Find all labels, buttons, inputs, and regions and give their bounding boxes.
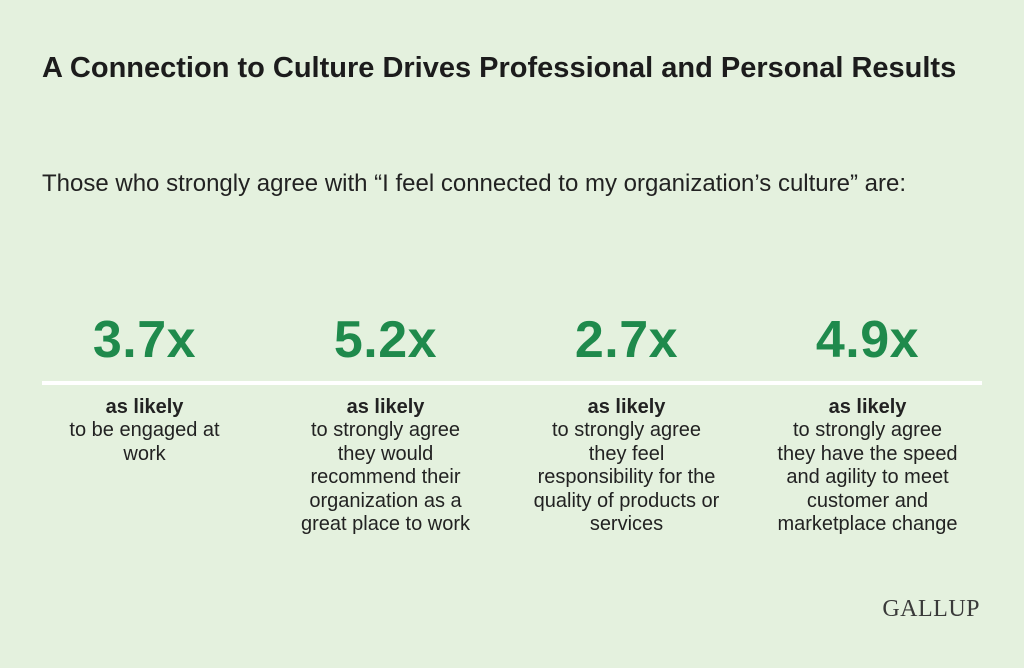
page-title: A Connection to Culture Drives Professio… bbox=[42, 52, 957, 84]
stat-description: to strongly agree they have the speed an… bbox=[777, 419, 958, 535]
stats-row: 3.7x as likely to be engaged at work 5.2… bbox=[24, 300, 988, 537]
stat-description: to be engaged at work bbox=[69, 419, 220, 465]
stat-value: 5.2x bbox=[333, 311, 438, 369]
stat-value: 2.7x bbox=[574, 311, 679, 369]
stat-responsibility: 2.7x as likely to strongly agree they fe… bbox=[506, 300, 747, 537]
stat-description: to strongly agree they would recommend t… bbox=[301, 419, 470, 535]
stat-label: as likely bbox=[828, 396, 907, 418]
divider bbox=[42, 381, 982, 385]
stat-value: 3.7x bbox=[92, 311, 197, 369]
stat-description: to strongly agree they feel responsibili… bbox=[533, 419, 720, 535]
stat-label: as likely bbox=[105, 396, 184, 418]
stat-engaged: 3.7x as likely to be engaged at work bbox=[24, 300, 265, 537]
stat-value: 4.9x bbox=[815, 311, 920, 369]
stat-label: as likely bbox=[346, 396, 425, 418]
stat-agility: 4.9x as likely to strongly agree they ha… bbox=[747, 300, 988, 537]
stat-label: as likely bbox=[587, 396, 666, 418]
stat-recommend: 5.2x as likely to strongly agree they wo… bbox=[265, 300, 506, 537]
gallup-logo: GALLUP bbox=[882, 596, 980, 622]
subtitle: Those who strongly agree with “I feel co… bbox=[42, 170, 906, 197]
